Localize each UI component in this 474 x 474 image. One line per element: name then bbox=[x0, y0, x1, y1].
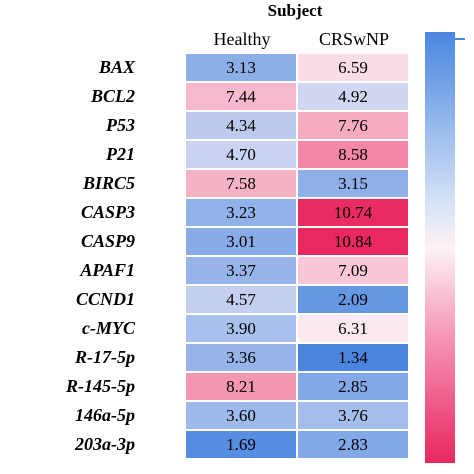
row-label-4: BIRC5 bbox=[82, 173, 135, 193]
row-label-11: R-145-5p bbox=[66, 376, 135, 396]
heatmap-cell: 10.84 bbox=[298, 228, 408, 255]
heatmap-cell: 1.34 bbox=[298, 344, 408, 371]
heatmap-cell: 4.70 bbox=[186, 141, 296, 168]
heatmap-cell: 3.23 bbox=[186, 199, 296, 226]
column-header-0: Healthy bbox=[213, 29, 271, 49]
row-label-3: P21 bbox=[106, 144, 135, 164]
heatmap-cell: 3.01 bbox=[186, 228, 296, 255]
row-label-2: P53 bbox=[106, 115, 135, 135]
row-label-13: 203a-3p bbox=[75, 434, 135, 454]
heatmap-cell: 3.76 bbox=[298, 402, 408, 429]
row-label-5: CASP3 bbox=[80, 202, 135, 222]
heatmap-cell: 3.36 bbox=[186, 344, 296, 371]
heatmap-cell: 7.09 bbox=[298, 257, 408, 284]
heatmap-cell: 4.57 bbox=[186, 286, 296, 313]
row-label-12: 146a-5p bbox=[75, 405, 135, 425]
row-label-10: R-17-5p bbox=[75, 347, 135, 367]
chart-title: Subject bbox=[267, 1, 323, 20]
row-label-6: CASP9 bbox=[80, 231, 135, 251]
heatmap-cell: 6.31 bbox=[298, 315, 408, 342]
row-label-0: BAX bbox=[98, 57, 135, 77]
heatmap-cell: 2.09 bbox=[298, 286, 408, 313]
color-scale-tick bbox=[455, 38, 465, 40]
heatmap-cell: 1.69 bbox=[186, 431, 296, 458]
heatmap-cell: 2.85 bbox=[298, 373, 408, 400]
heatmap-cell: 3.15 bbox=[298, 170, 408, 197]
row-label-8: CCND1 bbox=[75, 289, 135, 309]
row-label-9: c-MYC bbox=[82, 318, 135, 338]
heatmap-cell: 8.21 bbox=[186, 373, 296, 400]
heatmap-cell: 2.83 bbox=[298, 431, 408, 458]
heatmap-cell: 10.74 bbox=[298, 199, 408, 226]
heatmap-cell: 7.58 bbox=[186, 170, 296, 197]
heatmap-cell: 7.76 bbox=[298, 112, 408, 139]
heatmap-cell: 3.90 bbox=[186, 315, 296, 342]
heatmap-cell: 3.13 bbox=[186, 54, 296, 81]
row-label-1: BCL2 bbox=[90, 86, 135, 106]
heatmap-cell: 3.60 bbox=[186, 402, 296, 429]
row-label-7: APAF1 bbox=[80, 260, 135, 280]
heatmap-cell: 4.92 bbox=[298, 83, 408, 110]
column-header-1: CRSwNP bbox=[318, 29, 390, 49]
color-scale-bar bbox=[425, 32, 455, 463]
heatmap-cell: 4.34 bbox=[186, 112, 296, 139]
heatmap-cell: 6.59 bbox=[298, 54, 408, 81]
heatmap-cell: 7.44 bbox=[186, 83, 296, 110]
heatmap-cell: 8.58 bbox=[298, 141, 408, 168]
heatmap-cell: 3.37 bbox=[186, 257, 296, 284]
